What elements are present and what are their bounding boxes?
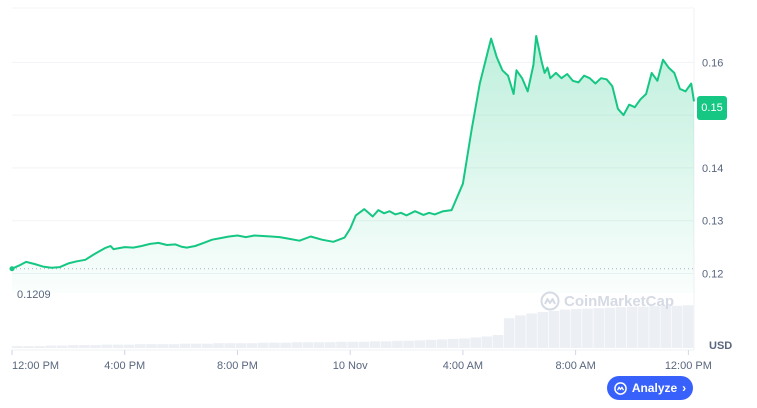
volume-bar — [515, 315, 526, 348]
start-price-label: 0.1209 — [17, 289, 51, 301]
volume-bar — [492, 335, 504, 348]
volume-bar — [537, 312, 549, 348]
volume-bar — [336, 341, 347, 348]
volume-bar — [638, 306, 649, 348]
volume-bars — [12, 305, 694, 348]
watermark-text: CoinMarketCap — [564, 292, 675, 310]
volume-bar — [380, 341, 392, 348]
volume-bar — [436, 339, 448, 348]
volume-bar — [615, 307, 627, 348]
volume-bar — [280, 342, 291, 348]
volume-bar — [571, 309, 582, 348]
volume-bar — [202, 343, 213, 348]
volume-bar — [392, 340, 403, 348]
volume-bar — [34, 346, 45, 348]
volume-bar — [112, 344, 124, 348]
x-tick-label: 12:00 PM — [12, 360, 59, 372]
volume-bar — [45, 345, 57, 348]
volume-bar — [626, 306, 638, 348]
currency-label: USD — [709, 340, 733, 352]
volume-bar — [403, 340, 414, 348]
x-tick-label: 8:00 AM — [555, 360, 595, 372]
volume-bar — [682, 305, 694, 348]
volume-bar — [313, 342, 325, 348]
volume-bar — [213, 343, 224, 348]
volume-bar — [179, 343, 191, 348]
price-area-fill — [12, 36, 694, 293]
volume-bar — [448, 338, 459, 348]
x-tick-label: 10 Nov — [333, 360, 368, 372]
x-tick-label: 4:00 AM — [443, 360, 483, 372]
volume-bar — [23, 346, 34, 348]
volume-bar — [67, 345, 79, 348]
volume-bar — [90, 345, 101, 348]
y-tick-label: 0.14 — [702, 163, 723, 175]
volume-bar — [325, 342, 336, 348]
volume-bar — [503, 318, 515, 348]
volume-bar — [604, 307, 616, 348]
volume-bar — [224, 343, 236, 348]
volume-bar — [257, 342, 269, 348]
volume-bar — [358, 341, 370, 348]
volume-bar — [302, 342, 314, 348]
price-area — [9, 35, 695, 293]
volume-bar — [235, 343, 247, 348]
x-tick-label: 4:00 PM — [104, 360, 145, 372]
volume-bar — [414, 340, 426, 348]
analyze-icon — [613, 381, 627, 395]
y-tick-label: 0.13 — [702, 216, 723, 228]
volume-bar — [593, 308, 604, 348]
volume-bar — [470, 337, 481, 348]
volume-bar — [168, 344, 180, 348]
volume-bar — [146, 344, 157, 348]
volume-bar — [671, 305, 683, 348]
analyze-button[interactable]: Analyze › — [607, 376, 693, 400]
volume-bar — [79, 345, 90, 348]
price-line — [11, 35, 695, 270]
volume-bar — [548, 311, 560, 348]
volume-bar — [56, 345, 68, 348]
current-price-badge: 0.15 — [697, 96, 727, 120]
volume-bar — [649, 306, 660, 348]
y-tick-label: 0.16 — [702, 57, 723, 69]
volume-bar — [459, 338, 470, 348]
x-tick-label: 12:00 PM — [665, 360, 712, 372]
y-tick-label: 0.12 — [702, 268, 723, 280]
volume-bar — [123, 344, 135, 348]
volume-bar — [369, 341, 381, 348]
volume-bar — [559, 309, 571, 348]
volume-bar — [190, 343, 202, 348]
volume-bar — [269, 342, 280, 348]
volume-bar — [291, 342, 303, 348]
volume-bar — [12, 346, 23, 348]
chevron-right-icon: › — [682, 381, 687, 395]
watermark: CoinMarketCap — [540, 291, 674, 311]
volume-bar — [526, 313, 537, 348]
volume-bar — [425, 339, 437, 348]
volume-bar — [134, 344, 146, 348]
start-price-dot — [9, 266, 15, 272]
x-tick-label: 8:00 PM — [217, 360, 258, 372]
volume-bar — [157, 344, 168, 348]
volume-bar — [347, 341, 358, 348]
analyze-label: Analyze — [631, 381, 678, 395]
coinmarketcap-logo-icon — [540, 291, 560, 311]
volume-bar — [582, 308, 593, 348]
volume-bar — [101, 344, 113, 348]
volume-bar — [660, 305, 672, 348]
volume-bar — [246, 343, 258, 348]
volume-bar — [481, 336, 493, 348]
